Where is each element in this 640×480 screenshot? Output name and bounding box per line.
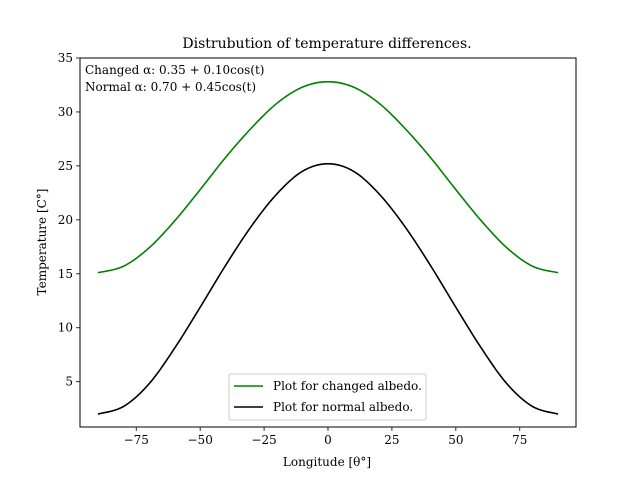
x-axis-label: Longitude [θ°] bbox=[283, 455, 371, 469]
annotation-normal-albedo: Normal α: 0.70 + 0.45cos(t) bbox=[85, 80, 256, 94]
legend: Plot for changed albedo. Plot for normal… bbox=[228, 373, 427, 421]
x-tick-label: 0 bbox=[324, 433, 332, 447]
annotation-changed-albedo: Changed α: 0.35 + 0.10cos(t) bbox=[85, 63, 264, 77]
y-tick-label: 20 bbox=[58, 213, 73, 227]
x-tick-label: 25 bbox=[384, 433, 399, 447]
y-tick-label: 30 bbox=[58, 105, 73, 119]
series-line-normal-albedo bbox=[97, 162, 559, 415]
x-axis-ticks: −75 −50 −25 0 25 50 75 bbox=[124, 427, 527, 447]
x-tick-label: −50 bbox=[188, 433, 213, 447]
y-tick-label: 5 bbox=[65, 375, 73, 389]
x-tick-label: 75 bbox=[512, 433, 527, 447]
y-axis-ticks: 5 10 15 20 25 30 35 bbox=[58, 51, 80, 389]
chart-title: Distrubution of temperature differences. bbox=[182, 36, 471, 52]
y-axis-label: Temperature [C°] bbox=[35, 189, 49, 296]
y-tick-label: 25 bbox=[58, 159, 73, 173]
legend-box bbox=[228, 373, 427, 421]
y-tick-label: 35 bbox=[58, 51, 73, 65]
series-line-changed-albedo bbox=[97, 80, 559, 274]
x-tick-label: −75 bbox=[124, 433, 149, 447]
legend-label-normal-albedo: Plot for normal albedo. bbox=[273, 400, 413, 414]
y-tick-label: 10 bbox=[58, 321, 73, 335]
x-tick-label: 50 bbox=[448, 433, 463, 447]
legend-label-changed-albedo: Plot for changed albedo. bbox=[273, 379, 422, 393]
y-tick-label: 15 bbox=[58, 267, 73, 281]
x-tick-label: −25 bbox=[251, 433, 276, 447]
plot-series bbox=[97, 80, 559, 415]
